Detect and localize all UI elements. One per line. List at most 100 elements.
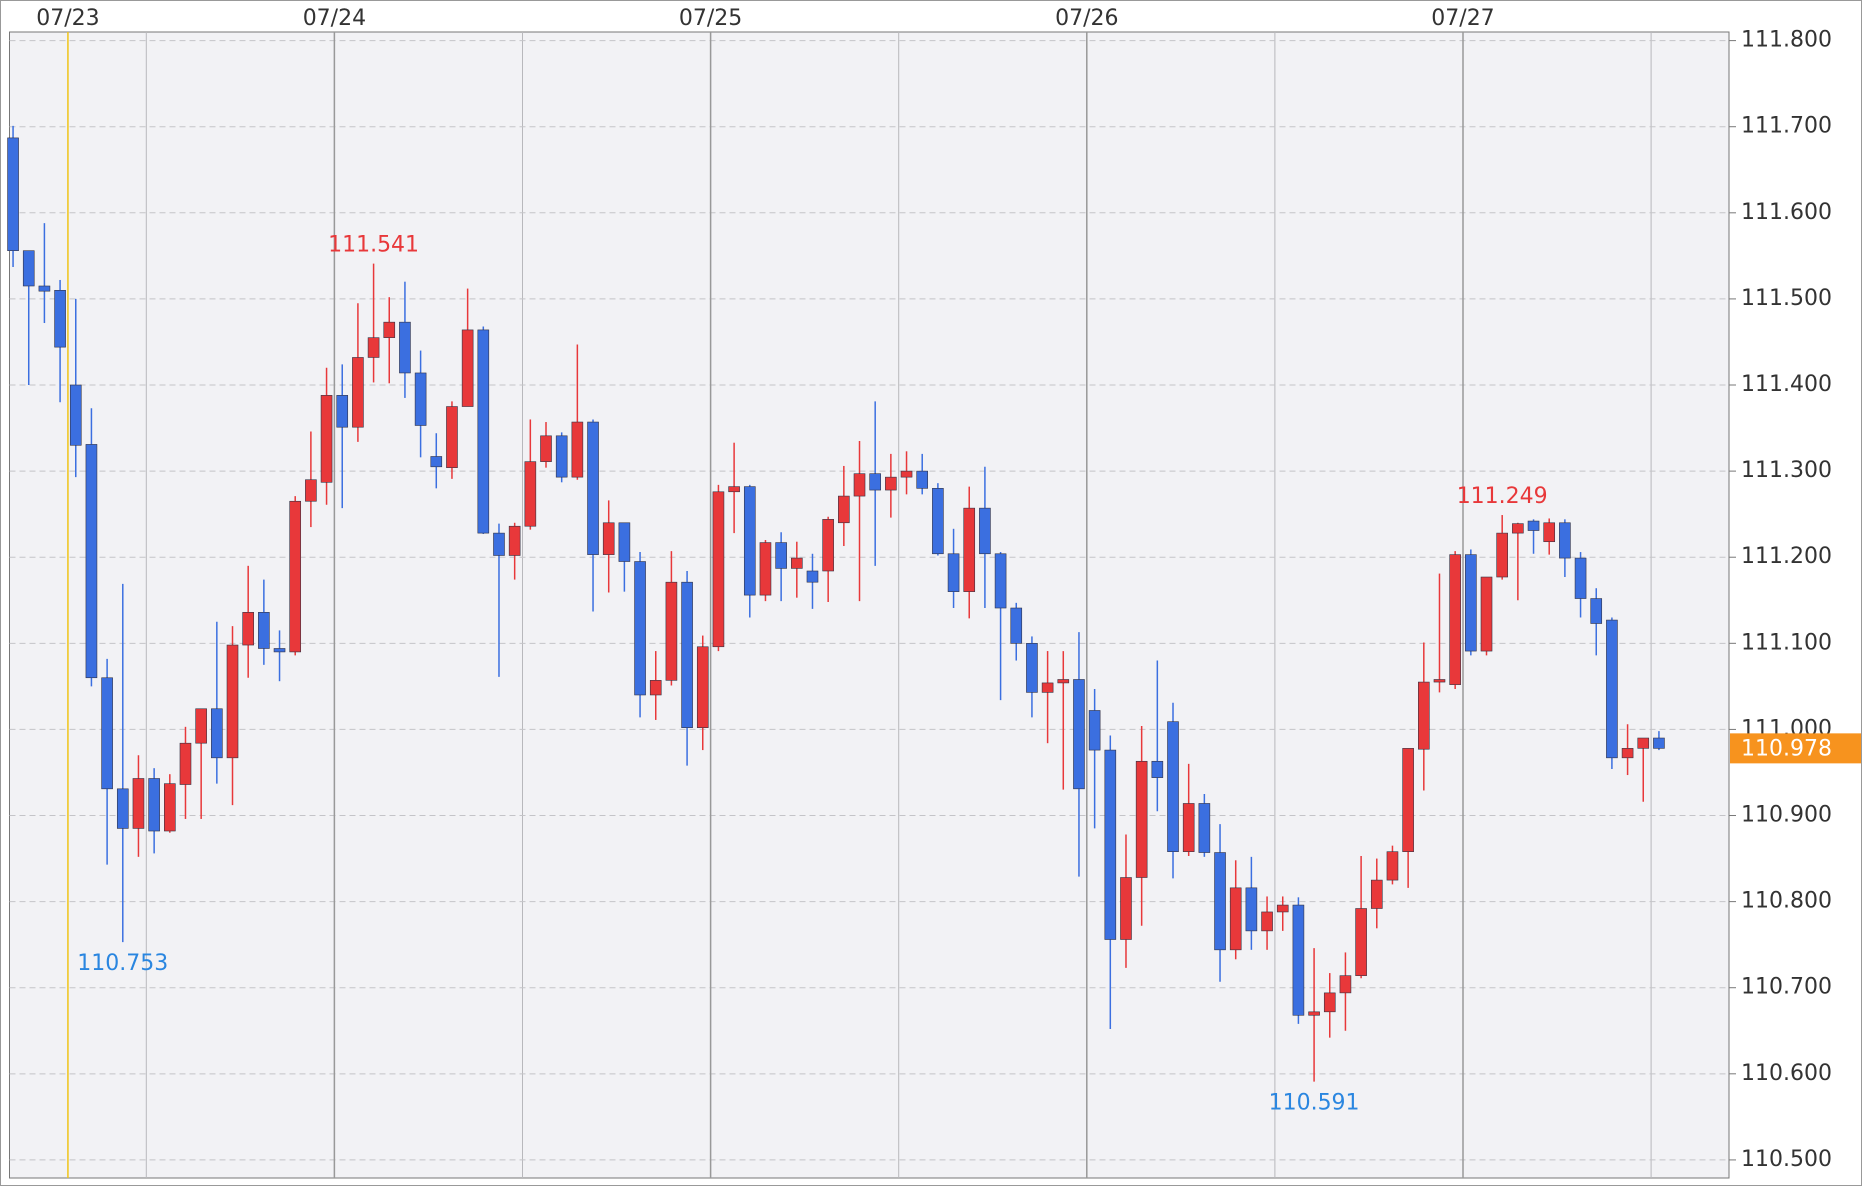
candle-body <box>587 421 599 555</box>
candle-body <box>1229 887 1242 951</box>
candle-body <box>1151 760 1164 778</box>
candle-body <box>336 395 349 428</box>
y-tick-label: 110.900 <box>1741 803 1832 828</box>
candle-body <box>461 329 474 407</box>
candle-body <box>1370 879 1383 909</box>
candle-body <box>430 456 443 468</box>
y-tick-label: 111.500 <box>1741 286 1832 311</box>
candle-body <box>1574 557 1587 599</box>
candle-body <box>649 680 662 696</box>
candle-body <box>712 491 725 648</box>
candle-body <box>1590 598 1603 624</box>
candle-body <box>116 788 129 829</box>
candle-body <box>1214 852 1226 951</box>
candle-body <box>1088 710 1101 751</box>
x-tick-label: 07/27 <box>1431 6 1494 31</box>
y-tick-label: 110.700 <box>1741 975 1832 1000</box>
candle-body <box>1465 554 1477 652</box>
candle-body <box>1120 877 1132 940</box>
low-label: 110.753 <box>77 951 168 976</box>
candle-body <box>540 435 552 462</box>
candle-body <box>414 372 427 426</box>
candle-body <box>38 285 51 292</box>
candle-body <box>69 384 82 446</box>
candle-body <box>1480 576 1493 652</box>
candle-body <box>1606 619 1618 759</box>
candle-body <box>320 395 333 483</box>
candle-body <box>1402 748 1414 852</box>
candle-body <box>1386 851 1399 881</box>
candle-body <box>305 479 317 502</box>
x-tick-label: 07/23 <box>36 6 99 31</box>
candle-body <box>1621 748 1634 759</box>
candle-body <box>618 522 631 562</box>
candle-body <box>1512 523 1524 534</box>
candle-body <box>994 553 1007 609</box>
candle-body <box>1245 887 1258 932</box>
candle-body <box>1276 904 1289 913</box>
candle-body <box>1418 681 1430 750</box>
candle-body <box>1496 532 1508 578</box>
candle-body <box>1323 992 1336 1013</box>
candle-body <box>226 644 239 759</box>
candle-body <box>383 321 396 338</box>
y-tick-label: 110.600 <box>1741 1061 1832 1086</box>
candle-body <box>132 778 145 829</box>
candle-body <box>367 337 380 358</box>
candle-body <box>759 542 772 596</box>
candle-body <box>555 435 568 478</box>
candle-body <box>900 470 913 478</box>
x-tick-label: 07/25 <box>679 6 742 31</box>
candle-body <box>1559 522 1571 559</box>
candle-body <box>932 488 944 555</box>
candle-body <box>352 357 364 428</box>
candle-body <box>947 553 960 592</box>
candle-body <box>258 612 270 649</box>
candle-body <box>1104 749 1117 940</box>
candle-body <box>1637 737 1650 749</box>
candle-body <box>477 329 490 534</box>
candle-body <box>101 677 113 790</box>
candle-body <box>211 708 223 759</box>
high-label: 111.249 <box>1457 484 1548 509</box>
candle-body <box>665 581 678 681</box>
candle-body <box>791 557 803 569</box>
candle-body <box>1026 643 1038 693</box>
candle-body <box>1339 975 1352 994</box>
candle-body <box>1653 737 1665 749</box>
y-tick-label: 111.200 <box>1741 544 1832 569</box>
candle-body <box>916 470 929 489</box>
candle-body <box>1010 607 1023 644</box>
candle-body <box>273 648 286 653</box>
last-price-box <box>1730 733 1861 764</box>
last-price-label: 110.978 <box>1741 736 1832 761</box>
candle-body <box>289 500 302 653</box>
candle-body <box>1261 911 1273 932</box>
candle-body <box>179 742 192 785</box>
candle-body <box>979 507 991 555</box>
candle-body <box>164 783 176 832</box>
candle-body <box>1041 682 1054 693</box>
candle-body <box>1073 679 1085 790</box>
candle-body <box>885 476 897 491</box>
y-tick-label: 111.100 <box>1741 630 1832 655</box>
candle-body <box>1449 554 1461 685</box>
candle-body <box>54 290 66 348</box>
x-tick-label: 07/24 <box>303 6 366 31</box>
candle-body <box>1543 522 1556 543</box>
y-tick-label: 111.400 <box>1741 372 1832 397</box>
y-tick-label: 111.300 <box>1741 458 1832 483</box>
candle-body <box>195 708 207 744</box>
y-tick-label: 110.500 <box>1741 1147 1832 1172</box>
candle-body <box>1167 721 1179 852</box>
candle-body <box>696 646 709 728</box>
candle-body <box>1292 904 1305 1016</box>
y-tick-label: 111.800 <box>1741 28 1832 53</box>
candle-body <box>1182 803 1195 852</box>
x-tick-label: 07/26 <box>1055 6 1118 31</box>
candle-body <box>7 137 19 251</box>
candle-body <box>822 519 834 572</box>
candle-body <box>1057 679 1070 684</box>
y-tick-label: 110.800 <box>1741 889 1832 914</box>
